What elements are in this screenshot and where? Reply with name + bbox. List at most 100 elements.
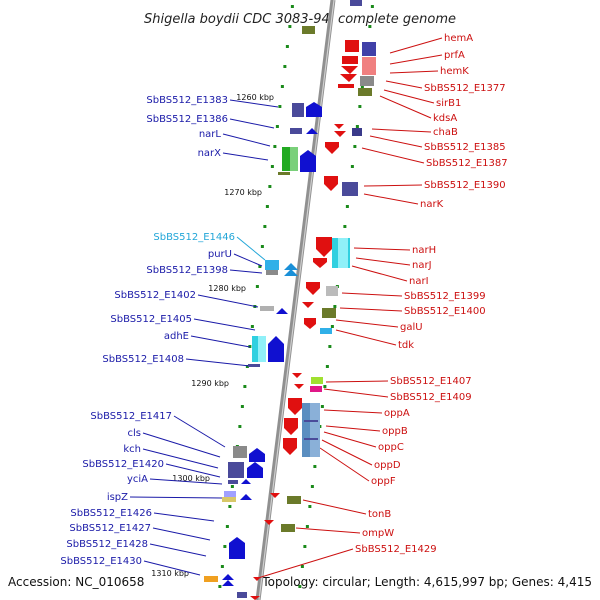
gene-label-right: tdk: [398, 340, 414, 351]
E1409-block: [310, 386, 322, 392]
track-dash: [220, 565, 224, 568]
gene-label-right: oppC: [378, 442, 404, 453]
track-dash: [270, 165, 274, 168]
E1417-block: [233, 446, 247, 458]
track-dash: [243, 385, 247, 388]
E1428-arrow: [229, 537, 245, 559]
gene-label-left: kch: [123, 444, 141, 455]
track-dash: [250, 325, 254, 328]
gene-label-right: SbBS512_E1429: [355, 544, 437, 555]
gene-label-right: SbBS512_E1390: [424, 180, 506, 191]
track-dash: [353, 145, 357, 148]
connector-right: [369, 135, 423, 148]
E1390-block: [342, 182, 358, 196]
connector-right: [321, 439, 373, 466]
oppA-arrow: [288, 398, 302, 415]
E1429-arrow: [253, 577, 261, 581]
kbp-tick-1260: 1260 kbp: [236, 93, 274, 102]
track-dash: [303, 545, 307, 548]
connector-left: [190, 335, 251, 348]
gene-label-right: ompW: [362, 528, 394, 539]
connector-left: [236, 236, 266, 261]
track-dash: [300, 565, 304, 568]
accession-text: Accession: NC_010658: [8, 575, 144, 589]
track-dash: [350, 165, 354, 168]
connector-right: [353, 247, 411, 251]
track-dash: [313, 465, 317, 468]
track-dash: [238, 425, 242, 428]
E1402-block: [260, 306, 274, 311]
gene-label-left: cls: [128, 428, 142, 439]
connector-left: [197, 294, 259, 308]
kdsA-block: [338, 84, 354, 88]
gene-label-right: galU: [400, 322, 423, 333]
narH-arrow: [316, 237, 332, 257]
E1408-block: [248, 364, 260, 367]
E1383-arrow: [306, 102, 322, 117]
connector-right: [325, 380, 389, 383]
track-dash: [358, 105, 362, 108]
tonB-arrow: [270, 493, 280, 498]
gene-label-right: narJ: [412, 260, 432, 271]
connector-left: [142, 448, 219, 469]
gene-label-right: sirB1: [436, 98, 461, 109]
gene-label-left: purU: [208, 249, 232, 260]
track-dash: [310, 485, 314, 488]
track-dash: [218, 585, 222, 588]
connector-right: [385, 80, 423, 89]
oppC-divider: [304, 420, 318, 422]
E1387-arrow: [325, 142, 339, 154]
gene-label-left: SbBS512_E1417: [90, 411, 172, 422]
track-dash: [228, 505, 232, 508]
connector-right: [351, 265, 408, 282]
connector-left: [153, 512, 215, 522]
hemK-block: [362, 57, 376, 75]
gene-label-right: hemA: [444, 33, 473, 44]
connector-right: [325, 425, 381, 432]
E1402-arrow: [276, 308, 288, 314]
connector-right: [361, 147, 425, 164]
gene-label-left: SbBS512_E1398: [146, 265, 228, 276]
chaB-block: [352, 128, 362, 136]
ompW-arrow: [264, 520, 274, 525]
genome-backbone: [255, 0, 336, 600]
connector-right: [379, 95, 432, 119]
connector-left: [229, 269, 263, 274]
hemK-arrow: [341, 56, 358, 74]
track-dash: [345, 205, 349, 208]
gene-label-right: narI: [409, 276, 429, 287]
ispZ-arrow: [240, 494, 252, 500]
gene-label-right: narK: [420, 199, 444, 210]
track-dash: [370, 5, 374, 8]
connector-right: [341, 292, 403, 297]
connector-left: [173, 415, 226, 448]
genome-backbone-highlight: [258, 0, 335, 600]
track-dash: [325, 365, 329, 368]
gene-label-right: hemK: [440, 66, 469, 77]
connector-right: [302, 499, 367, 515]
connector-left: [233, 253, 263, 267]
connector-right: [323, 409, 383, 414]
connector-right: [335, 329, 397, 346]
bottom-arrow: [250, 596, 260, 600]
E1430-block: [204, 576, 218, 582]
connector-left: [143, 560, 201, 576]
gene-labels: SbBS512_E1383 SbBS512_E1386 narL narX SbBS51…: [60, 33, 507, 567]
track-dash: [258, 265, 262, 268]
adhE-arrow: [268, 336, 284, 362]
track-dash: [298, 585, 302, 588]
connector-right: [295, 527, 361, 534]
connector-right: [335, 319, 399, 328]
connector-right: [323, 431, 377, 448]
connector-left: [193, 318, 256, 331]
kdsA-olive: [358, 88, 372, 96]
connector-left: [142, 432, 221, 458]
gene-label-left: yciA: [127, 474, 148, 485]
kbp-tick-1300: 1300 kbp: [172, 474, 210, 483]
prfA-block: [362, 42, 376, 56]
kbp-tick-1280: 1280 kbp: [208, 284, 246, 293]
track-dash: [278, 105, 282, 108]
connector-left: [185, 358, 251, 367]
E1386-arrow: [306, 128, 318, 134]
connector-left: [152, 527, 211, 541]
